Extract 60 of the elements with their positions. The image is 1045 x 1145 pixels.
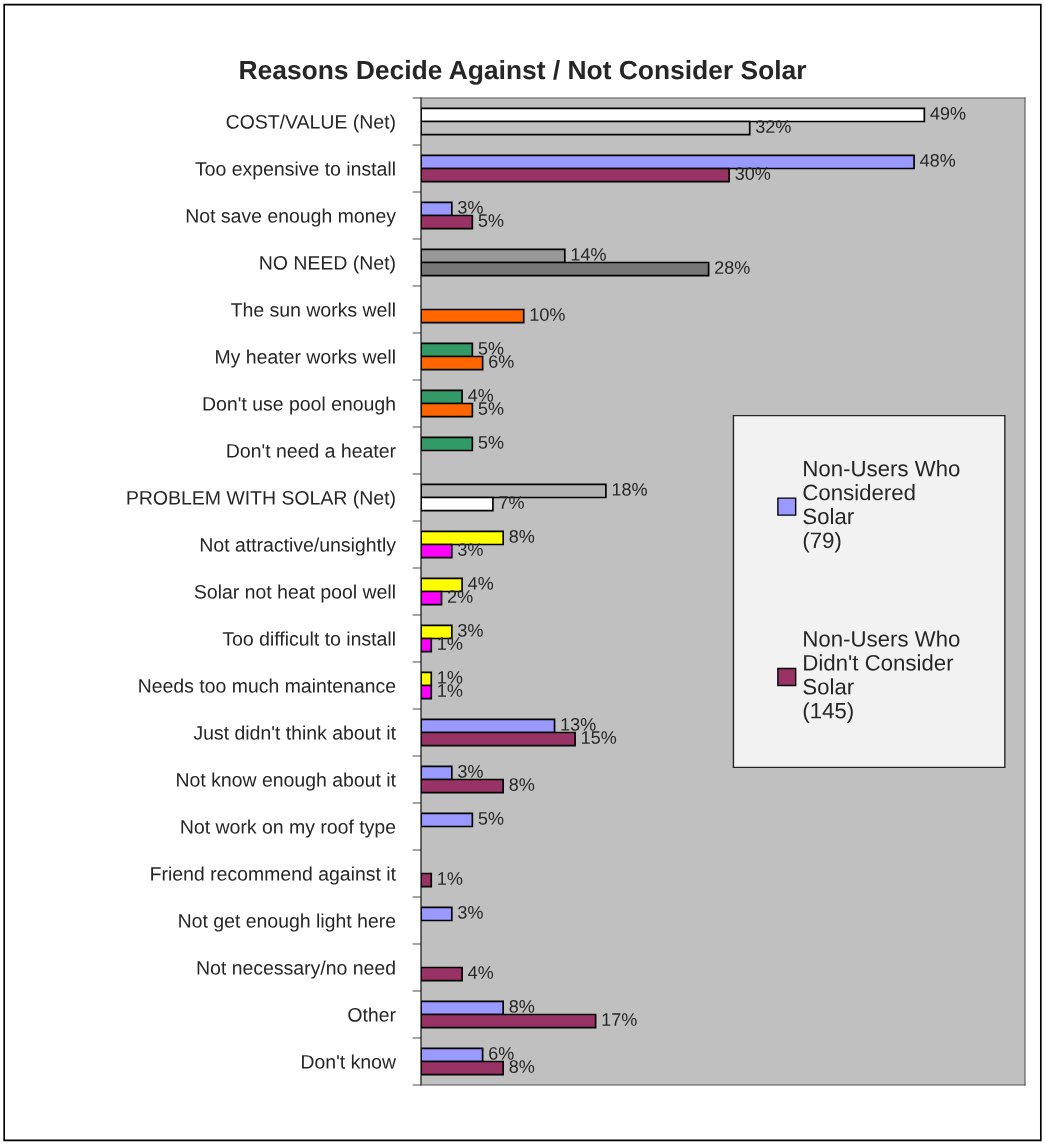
y-tick-label: Friend recommend against it	[151, 866, 396, 885]
data-label: 4%	[468, 966, 494, 979]
data-label: 8%	[509, 999, 535, 1013]
y-tick-label: The sun works well	[231, 302, 395, 317]
data-label: 1%	[438, 671, 463, 684]
data-label: 6%	[489, 355, 514, 368]
data-label: 3%	[458, 623, 483, 637]
data-label: 3%	[458, 905, 483, 919]
data-label: 8%	[509, 529, 535, 543]
data-label: 13%	[561, 717, 596, 731]
data-label: 49%	[930, 106, 966, 120]
chart-title: Reasons Decide Against / Not Consider Solar	[240, 60, 807, 85]
data-label: 6%	[489, 1046, 514, 1060]
data-label: 4%	[468, 389, 494, 402]
y-tick-label: COST/VALUE (Net)	[226, 114, 395, 133]
legend-label: Non-Users Who Considered Solar (79)	[803, 460, 960, 553]
data-label: 28%	[715, 261, 750, 274]
data-label: 5%	[478, 812, 504, 825]
y-tick-label: Too difficult to install	[222, 631, 395, 646]
data-label: 48%	[920, 153, 956, 167]
data-label: 10%	[530, 308, 565, 321]
data-label: 3%	[458, 200, 483, 214]
data-label: 32%	[755, 120, 791, 133]
data-label: 5%	[478, 342, 504, 355]
data-label: 18%	[612, 482, 647, 496]
y-tick-label: Solar not heat pool well	[194, 584, 395, 603]
data-label: 3%	[458, 543, 483, 556]
data-label: 17%	[602, 1013, 637, 1026]
y-tick-label: Don't need a heater	[227, 443, 396, 458]
data-label: 14%	[571, 248, 606, 261]
y-tick-label: Other	[348, 1007, 396, 1022]
data-label: 4%	[468, 577, 494, 590]
data-label: 15%	[582, 731, 617, 744]
data-label: 8%	[509, 778, 535, 791]
y-tick-label: Not work on my roof type	[181, 819, 396, 838]
data-label: 30%	[735, 167, 771, 180]
y-tick-label: Don't use pool enough	[203, 396, 395, 415]
y-tick-label: My heater works well	[216, 349, 395, 368]
data-label: 5%	[478, 402, 504, 415]
data-label: 1%	[438, 872, 463, 885]
y-tick-label: PROBLEM WITH SOLAR (Net)	[127, 490, 395, 509]
y-tick-label: Not attractive/unsightly	[200, 537, 396, 556]
data-label: 1%	[438, 637, 463, 650]
data-label: 5%	[478, 214, 504, 227]
y-tick-label: Not necessary/no need	[197, 960, 395, 979]
y-tick-label: Don't know	[302, 1054, 397, 1069]
y-tick-label: NO NEED (Net)	[260, 255, 395, 274]
data-label: 7%	[499, 496, 524, 509]
data-label: 2%	[448, 590, 473, 603]
y-tick-label: Just didn't think about it	[193, 725, 396, 740]
data-label: 5%	[478, 436, 504, 449]
y-tick-label: Not save enough money	[186, 208, 396, 227]
legend-label: Non-Users Who Didn't Consider Solar (145)	[803, 630, 960, 723]
y-tick-label: Needs too much maintenance	[139, 678, 396, 693]
data-label: 1%	[438, 684, 463, 697]
y-tick-label: Not get enough light here	[179, 913, 396, 932]
y-tick-label: Not know enough about it	[177, 772, 396, 791]
data-label: 3%	[458, 764, 483, 778]
y-tick-label: Too expensive to install	[195, 161, 395, 180]
data-label: 8%	[509, 1060, 535, 1073]
